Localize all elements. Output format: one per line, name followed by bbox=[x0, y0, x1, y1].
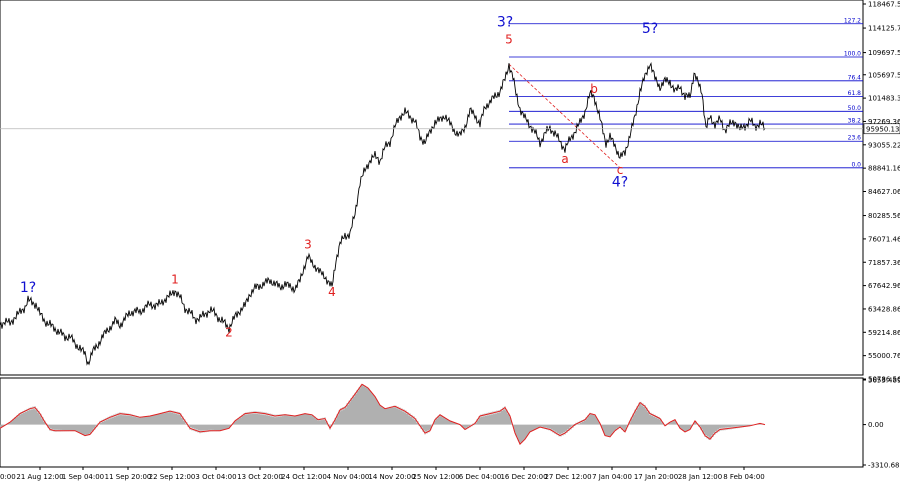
wave-label: 5? bbox=[642, 21, 658, 37]
time-tick-label: 22 Sep 12:00 bbox=[149, 473, 196, 481]
time-tick-label: 17 Jan 20:00 bbox=[634, 473, 678, 481]
price-tick-label: 80285.56 bbox=[868, 212, 900, 220]
wave-label: 1 bbox=[171, 273, 179, 287]
time-tick-label: 21 Aug 12:00 bbox=[16, 473, 63, 481]
wave-label: 3 bbox=[304, 238, 312, 252]
time-tick-label-partial: 0:00 bbox=[0, 473, 16, 481]
wave-label: c bbox=[617, 163, 624, 177]
fib-level-label: 61.8 bbox=[848, 90, 862, 97]
oscillator-frame bbox=[0, 377, 864, 468]
elliott-wave-labels: 1? 3? 5? 4? 1 2 3 4 5 a b c bbox=[20, 15, 658, 340]
time-tick-label: 24 Oct 12:00 bbox=[281, 473, 327, 481]
price-tick-label: 71857.36 bbox=[868, 259, 900, 267]
time-tick-label: 1 Sep 04:00 bbox=[62, 473, 104, 481]
osc-tick-label: 3653.489 bbox=[868, 377, 900, 385]
price-tick-label: 105697.56 bbox=[868, 71, 900, 79]
fib-level-label: 127.2 bbox=[844, 17, 861, 24]
main-panel bbox=[0, 0, 864, 468]
fib-level-label: 23.6 bbox=[848, 135, 862, 142]
osc-signal-line bbox=[0, 383, 766, 445]
osc-tick-label: -3310.68 bbox=[868, 462, 899, 470]
price-tick-label: 55000.76 bbox=[868, 352, 900, 360]
fib-level-label: 100.0 bbox=[844, 51, 861, 58]
wave-label: 4 bbox=[328, 285, 336, 299]
time-tick-label: 8 Feb 04:00 bbox=[723, 473, 764, 481]
current-price-box bbox=[863, 123, 900, 135]
price-axis: 118467.56 114125.76 109697.56 105697.56 1014… bbox=[863, 1, 900, 384]
wave-label: 5 bbox=[505, 33, 513, 47]
time-tick-label: 27 Dec 12:00 bbox=[544, 473, 591, 481]
price-tick-label: 63428.86 bbox=[868, 305, 900, 313]
time-tick-label: 16 Dec 20:00 bbox=[500, 473, 547, 481]
price-tick-label: 59214.86 bbox=[868, 329, 900, 337]
price-tick-label: 76071.46 bbox=[868, 235, 900, 243]
main-frame bbox=[0, 0, 864, 376]
price-tick-label: 101483.36 bbox=[868, 95, 900, 103]
wave-label: 2 bbox=[225, 325, 233, 339]
price-tick-label: 67642.96 bbox=[868, 282, 900, 290]
time-tick-label: 3 Oct 04:00 bbox=[195, 473, 236, 481]
price-series-line bbox=[0, 61, 766, 366]
price-tick-label: 88841.16 bbox=[868, 165, 900, 173]
dashed-trend-line bbox=[508, 63, 621, 169]
current-price-label: 95950.13 bbox=[866, 125, 899, 133]
time-tick-label: 14 Nov 20:00 bbox=[368, 473, 415, 481]
time-tick-label: 4 Nov 04:00 bbox=[327, 473, 370, 481]
price-tick-label: 93055.22 bbox=[868, 141, 900, 149]
price-tick-label: 50786.56 bbox=[868, 376, 900, 384]
fib-level-label: 76.4 bbox=[848, 74, 862, 81]
time-tick-label: 7 Jan 04:00 bbox=[592, 473, 632, 481]
price-tick-label: 114125.76 bbox=[868, 25, 900, 33]
fib-level-label: 50.0 bbox=[848, 105, 862, 112]
fib-level-label: 38.2 bbox=[848, 118, 862, 125]
price-tick-label: 97269.36 bbox=[868, 118, 900, 126]
time-tick-label: 25 Nov 12:00 bbox=[412, 473, 459, 481]
wave-label: 1? bbox=[20, 280, 36, 296]
wave-label: a bbox=[561, 152, 568, 166]
time-tick-label: 28 Jan 12:00 bbox=[678, 473, 722, 481]
oscillator-panel bbox=[0, 383, 766, 445]
time-tick-label: 6 Dec 04:00 bbox=[459, 473, 502, 481]
time-tick-label: 13 Oct 20:00 bbox=[237, 473, 283, 481]
wave-label: 3? bbox=[497, 15, 513, 31]
wave-label: b bbox=[590, 82, 598, 96]
current-price-line: 95950.13 bbox=[0, 123, 900, 135]
price-tick-label: 109697.56 bbox=[868, 49, 900, 57]
osc-tick-label: 0.00 bbox=[868, 421, 884, 429]
trend-dashed bbox=[508, 63, 621, 169]
price-tick-label: 118467.56 bbox=[868, 1, 900, 9]
price-tick-label: 84627.06 bbox=[868, 188, 900, 196]
wave-label: 4? bbox=[612, 175, 628, 191]
price-line bbox=[0, 61, 766, 366]
fib-level-label: 0.0 bbox=[851, 161, 861, 168]
time-tick-label: 11 Sep 20:00 bbox=[105, 473, 152, 481]
oscillator-axis: 3653.489 0.00 -3310.68 bbox=[863, 377, 900, 470]
